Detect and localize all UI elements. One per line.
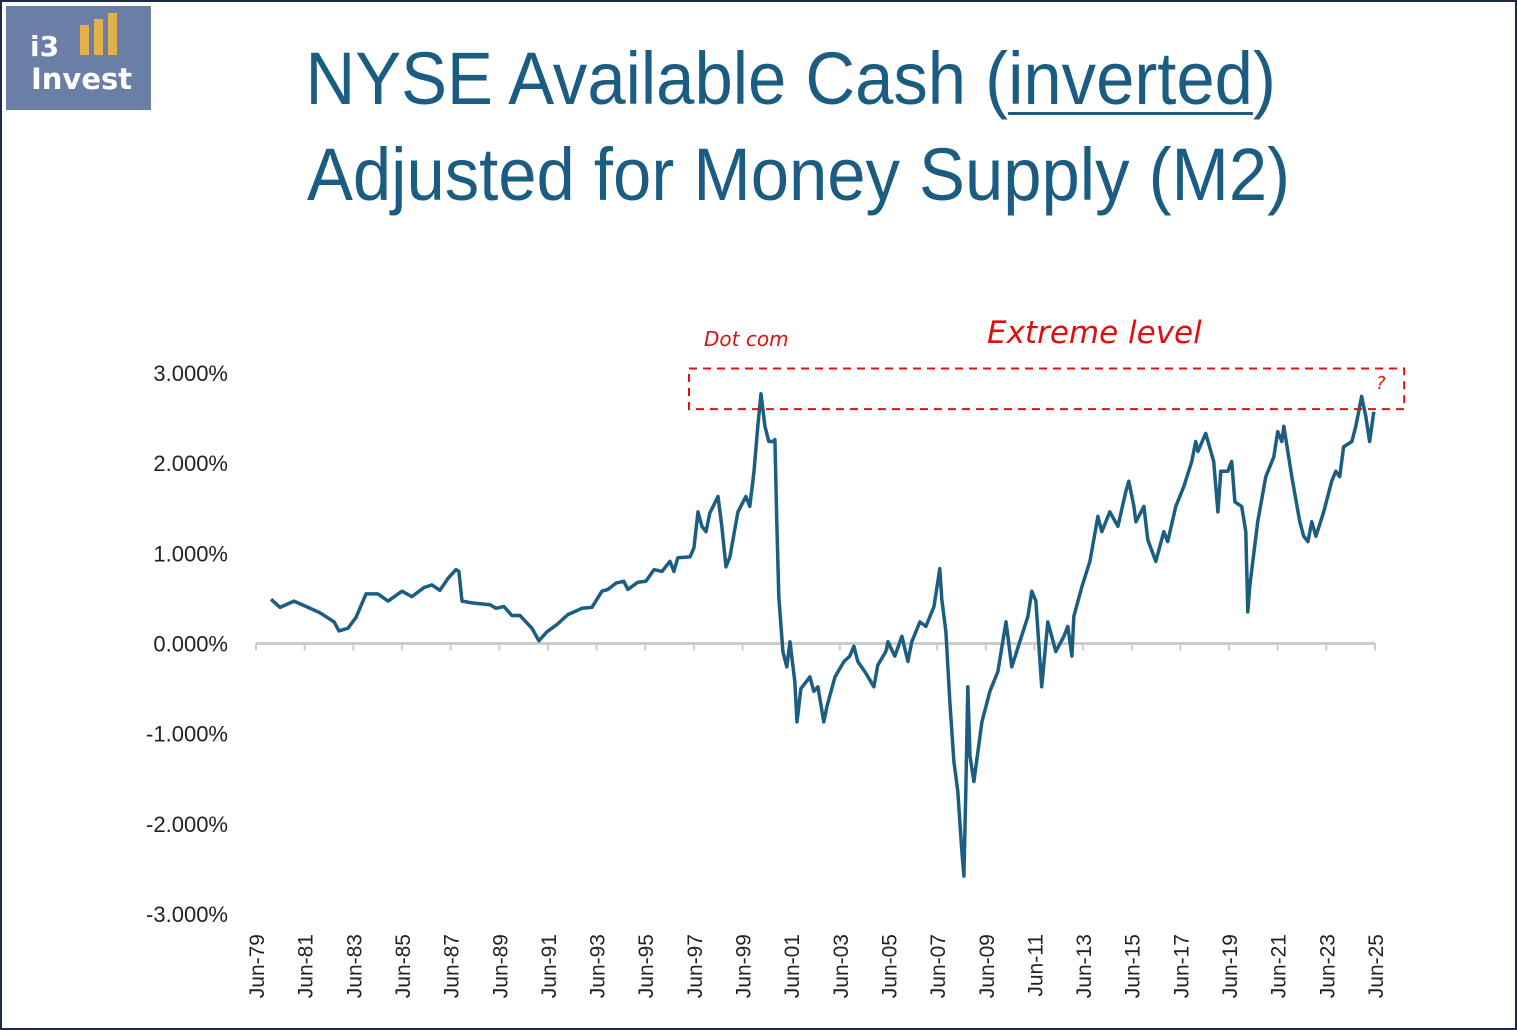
- x-tick-label: Jun-91: [538, 934, 561, 998]
- x-tick-label: Jun-01: [781, 934, 804, 998]
- x-tick-label: Jun-95: [635, 934, 658, 998]
- extreme-level-dashed-box: [688, 367, 1406, 411]
- x-tick-label: Jun-81: [295, 934, 318, 998]
- y-tick-label: -2.000%: [146, 812, 228, 837]
- i3-invest-logo: i3 Invest: [6, 6, 151, 110]
- y-tick-label: 1.000%: [153, 541, 228, 566]
- x-tick-label: Jun-05: [878, 934, 901, 998]
- x-tick-label: Jun-99: [733, 934, 756, 998]
- y-tick-label: -3.000%: [146, 902, 228, 927]
- x-tick-label: Jun-25: [1365, 934, 1388, 998]
- dot-com-annotation: Dot com: [704, 327, 789, 351]
- x-tick-label: Jun-21: [1268, 934, 1291, 998]
- y-tick-label: 2.000%: [153, 451, 228, 476]
- x-tick-label: Jun-07: [927, 934, 950, 998]
- title-line-2: Adjusted for Money Supply (M2): [40, 132, 1515, 217]
- y-tick-label: -1.000%: [146, 722, 228, 747]
- x-tick-label: Jun-85: [392, 934, 415, 998]
- y-tick-label: 3.000%: [153, 361, 228, 386]
- x-tick-label: Jun-93: [587, 934, 610, 998]
- logo-bar-icon: [80, 25, 89, 55]
- x-tick-label: Jun-09: [976, 934, 999, 998]
- logo-bar-icon: [108, 13, 117, 55]
- x-tick-label: Jun-23: [1316, 934, 1339, 998]
- x-tick-label: Jun-97: [684, 934, 707, 998]
- title-underlined-word: inverted: [1007, 37, 1253, 120]
- x-tick-label: Jun-03: [830, 934, 853, 998]
- x-tick-label: Jun-19: [1219, 934, 1242, 998]
- title-line-2-text: Adjusted for Money Supply (M2): [306, 133, 1291, 216]
- x-tick-label: Jun-15: [1122, 934, 1145, 998]
- series-line: [269, 391, 1376, 878]
- x-tick-label: Jun-13: [1073, 934, 1096, 998]
- x-tick-label: Jun-89: [489, 934, 512, 998]
- title-line-1: NYSE Available Cash (inverted): [32, 36, 1515, 121]
- extreme-level-annotation: Extreme level: [987, 315, 1202, 351]
- x-tick-label: Jun-79: [246, 934, 269, 998]
- title-part: ): [1252, 37, 1276, 120]
- y-tick-label: 0.000%: [153, 632, 228, 657]
- title-part: NYSE Available Cash (: [305, 37, 1008, 120]
- logo-bar-icon: [94, 19, 103, 55]
- logo-text-i3: i3: [30, 30, 60, 63]
- logo-text-invest: Invest: [31, 62, 133, 96]
- x-tick-label: Jun-17: [1170, 934, 1193, 998]
- x-tick-label: Jun-11: [1024, 934, 1047, 997]
- x-tick-label: Jun-83: [343, 934, 366, 998]
- x-tick-label: Jun-87: [441, 934, 464, 998]
- question-mark-annotation: ?: [1376, 373, 1386, 394]
